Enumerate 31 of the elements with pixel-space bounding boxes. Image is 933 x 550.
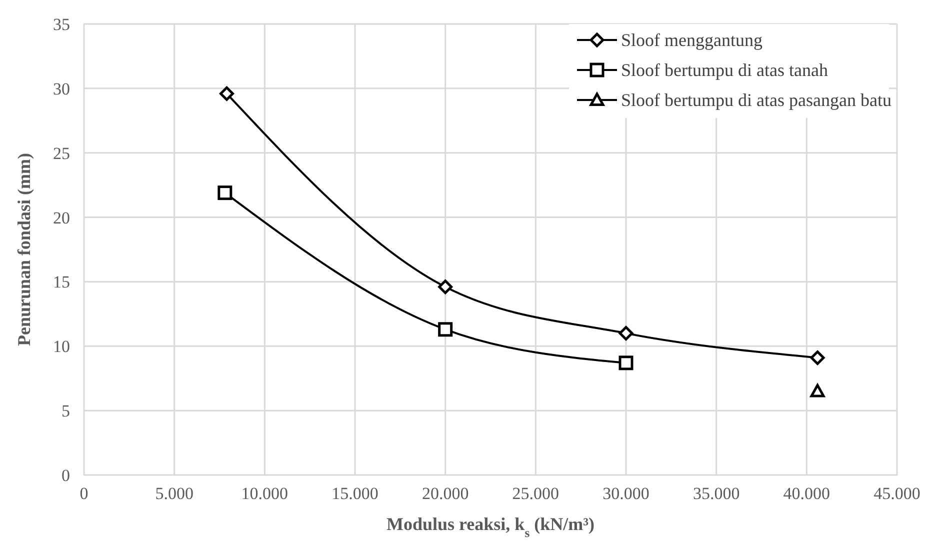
x-tick-label: 0 — [80, 484, 88, 503]
y-axis-title: Penurunan fondasi (mm) — [14, 152, 34, 346]
x-tick-label: 30.000 — [602, 484, 650, 503]
x-tick-label: 35.000 — [692, 484, 740, 503]
y-tick-label: 35 — [53, 15, 70, 34]
point — [618, 326, 634, 341]
y-tick-label: 20 — [53, 208, 70, 228]
x-tick-label: 5.000 — [155, 484, 194, 503]
x-tick-label: 45.000 — [874, 484, 920, 503]
y-tick-label: 0 — [62, 466, 70, 485]
point — [618, 356, 634, 370]
y-tick-label: 10 — [53, 337, 70, 356]
x-tick-label: 15.000 — [332, 484, 378, 503]
point — [218, 186, 232, 200]
x-tick-label: 20.000 — [422, 484, 469, 503]
legend-label: Sloof bertumpu di atas tanah — [621, 60, 828, 80]
y-tick-label: 30 — [53, 79, 70, 98]
y-tick-label: 25 — [53, 144, 70, 163]
legend-label: Sloof menggantung — [621, 30, 762, 50]
x-tick-label: 40.000 — [783, 484, 830, 503]
y-tick-label: 15 — [53, 272, 70, 292]
x-axis-title: Modulus reaksi, k$_{s}$ (kN/m³) — [386, 514, 595, 540]
point — [810, 350, 825, 365]
x-tick-label: 10.000 — [241, 484, 288, 503]
point — [438, 322, 453, 337]
legend-label: Sloof bertumpu di atas pasangan batu — [621, 90, 892, 110]
y-tick-label: 5 — [62, 402, 70, 421]
point — [438, 280, 453, 294]
point — [219, 86, 234, 101]
x-tick-label: 25.000 — [512, 484, 560, 503]
point — [810, 384, 825, 398]
